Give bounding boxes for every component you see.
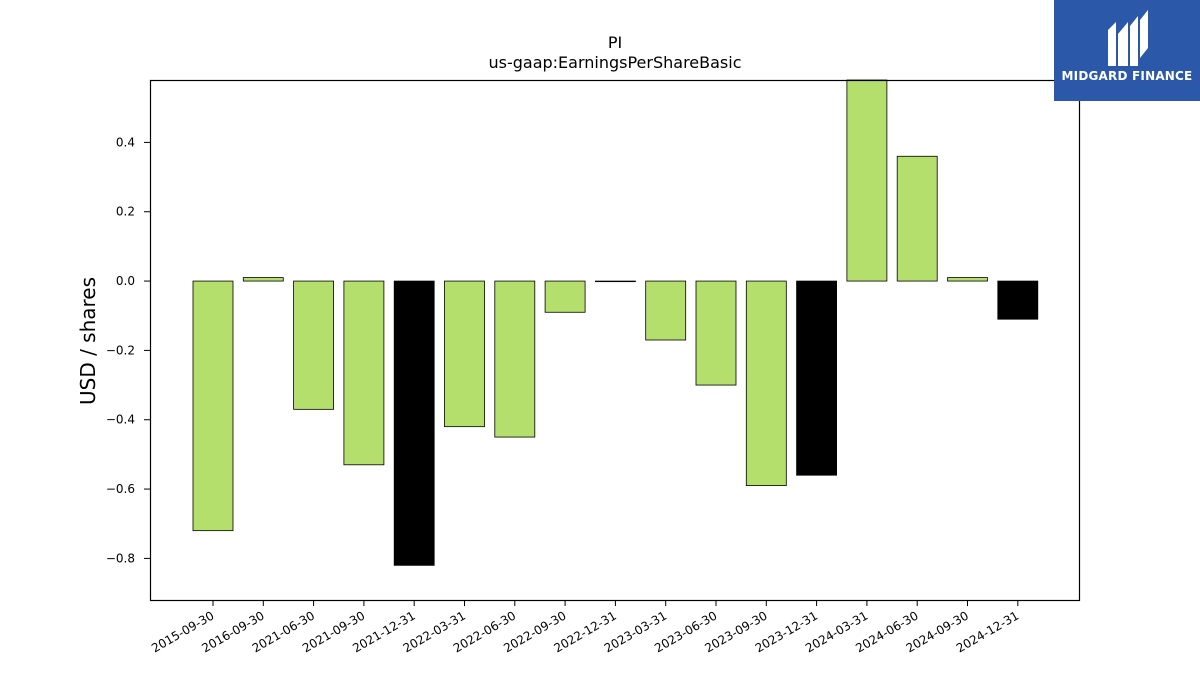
- y-tick-label: 0.2: [116, 205, 135, 219]
- bar-2023-03-31: [645, 280, 687, 341]
- y-tick-label: −0.2: [106, 343, 135, 357]
- plot-frame: [149, 79, 1081, 602]
- bar-2023-06-30: [695, 280, 737, 386]
- bar-2015-09-30: [192, 280, 234, 532]
- x-ticks-group: 2015-09-302016-09-302021-06-302021-09-30…: [149, 600, 1021, 655]
- bar-2023-09-30: [745, 280, 787, 487]
- y-tick-label: 0.0: [116, 274, 135, 288]
- bar-2024-06-30: [896, 155, 938, 282]
- midgard-logo-icon: [1108, 10, 1148, 66]
- y-tick-label: −0.6: [106, 482, 135, 496]
- y-tick-label: −0.8: [106, 551, 135, 565]
- bar-2024-09-30: [947, 277, 988, 282]
- bar-2021-09-30: [343, 280, 385, 466]
- y-ticks-group: −0.8 −0.6 −0.4 −0.2 0.0 0.2 0.4: [106, 135, 150, 565]
- bar-2024-12-31: [997, 280, 1039, 320]
- bar-2022-09-30: [544, 280, 586, 313]
- bar-2022-12-31: [595, 280, 636, 283]
- bar-2024-03-31: [846, 79, 888, 282]
- y-axis-label: USD / shares: [76, 277, 100, 405]
- bar-2023-12-31: [796, 280, 837, 476]
- bar-2021-06-30: [293, 280, 335, 410]
- bar-2016-09-30: [242, 277, 284, 282]
- chart-title: PI: [608, 33, 622, 52]
- bars-group: [192, 79, 1039, 566]
- logo-text: MIDGARD FINANCE: [1061, 69, 1193, 83]
- bar-2022-06-30: [494, 280, 536, 438]
- chart-subtitle: us-gaap:EarningsPerShareBasic: [488, 53, 741, 72]
- y-tick-label: 0.4: [116, 135, 135, 149]
- bar-2021-12-31: [393, 280, 435, 566]
- y-tick-label: −0.4: [106, 413, 135, 427]
- bar-2022-03-31: [444, 280, 485, 428]
- midgard-finance-logo: MIDGARD FINANCE: [1054, 0, 1200, 101]
